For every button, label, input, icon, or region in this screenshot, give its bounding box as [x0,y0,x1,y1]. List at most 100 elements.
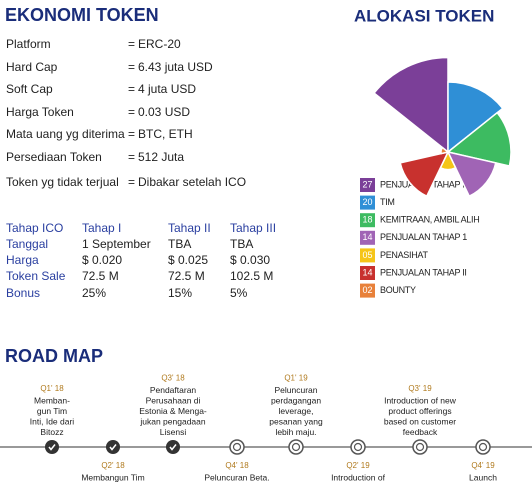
row-value: BTC, ETH [138,127,193,141]
milestone-text: perdagangan [271,395,321,405]
row-key: Soft Cap [6,82,53,96]
row-value: Dibakar setelah ICO [138,175,246,189]
milestone-inner [353,442,363,452]
rose-wedge [446,150,497,198]
milestone-text: Bitozz [40,427,63,437]
rose-wedge [446,111,512,167]
legend-value: 27 [362,179,372,189]
milestone-pending [412,439,428,455]
table-cell: $ 0.030 [230,253,270,267]
legend-value: 14 [362,267,372,277]
table-cell: 1 September [82,237,151,251]
milestone-date: Q4' 19 [471,461,495,470]
row-value: 512 Juta [138,150,184,164]
milestone-date: Q1' 18 [40,384,64,393]
milestone-text: product offerings [388,406,451,416]
check-icon [48,444,56,451]
milestone-inner [478,442,488,452]
row-separator: = [128,175,135,189]
milestone-date: Q3' 18 [161,374,185,383]
row-separator: = [128,105,135,119]
legend-label: PENASIHAT [380,250,428,260]
milestone-text: based on customer [384,416,456,426]
table-cell: 102.5 M [230,269,273,283]
row-separator: = [128,37,135,51]
milestone-done [45,440,59,454]
milestone-date: Q4' 18 [225,461,249,470]
milestone-text: gun Tim [37,406,67,416]
milestone-pending [229,439,245,455]
row-key: Persediaan Token [6,150,102,164]
economy-title: EKONOMI TOKEN [5,5,159,25]
table-cell: 15% [168,286,192,300]
row-separator: = [128,82,135,96]
rose-wedge [373,56,449,154]
table-cell: 72.5 M [168,269,205,283]
milestone-text: Estonia & Menga- [139,406,207,416]
row-key: Hard Cap [6,60,58,74]
milestone-text: Pendaftaran [150,385,197,395]
legend-value: 14 [362,232,372,242]
legend-label: KEMITRAAN, AMBIL ALIH [380,215,479,225]
row-separator: = [128,60,135,74]
milestone-text: Introduction of new [384,395,457,405]
roadmap-title: ROAD MAP [5,346,103,366]
milestone-pending [475,439,491,455]
milestone-date: Q1' 19 [284,374,308,383]
row-separator: = [128,150,135,164]
table-cell: TBA [168,237,191,251]
row-value: ERC-20 [138,37,181,51]
legend-swatch [360,283,375,298]
milestone-text: leverage, [279,406,314,416]
legend-value: 02 [362,285,372,295]
row-key: Platform [6,37,51,51]
rose-wedge [440,146,450,155]
table-cell: Harga [6,253,39,267]
allocation-title: ALOKASI TOKEN [354,6,494,25]
table-header: Tahap III [230,221,276,235]
table-cell: Bonus [6,286,40,300]
table-cell: Tanggal [6,237,48,251]
milestone-done [106,440,120,454]
table-cell: $ 0.025 [168,253,208,267]
rose-wedge [447,81,504,154]
row-value: 4 juta USD [138,82,196,96]
milestone-inner [415,442,425,452]
milestone-text: Peluncuran Beta. [204,472,269,482]
legend-label: BOUNTY [380,285,416,295]
milestone-inner [232,442,242,452]
legend-swatch [360,230,375,245]
check-icon [109,444,117,451]
milestone-text: Launch [469,472,497,482]
milestone-text: jukan pengadaan [139,416,206,426]
milestone-inner [291,442,301,452]
legend-label: PENJUALAN TAHAP II [380,267,467,277]
milestone-done [166,440,180,454]
legend-value: 05 [362,250,372,260]
milestone-text: Peluncuran [274,385,317,395]
table-cell: 25% [82,286,106,300]
milestone-text: Inti, Ide dari [30,416,75,426]
milestone-date: Q3' 19 [408,384,432,393]
milestone-text: pesanan yang [269,416,323,426]
table-cell: 72.5 M [82,269,119,283]
table-header: Tahap ICO [6,221,63,235]
legend-label: TIM [380,197,395,207]
milestone-date: Q2' 18 [101,461,125,470]
legend-value: 18 [362,215,372,225]
table-cell: TBA [230,237,253,251]
milestone-pending [288,439,304,455]
legend-swatch [360,195,375,210]
table-cell: $ 0.020 [82,253,122,267]
milestone-text: lebih maju. [275,427,316,437]
row-key: Harga Token [6,105,74,119]
milestone-pending [350,439,366,455]
legend-swatch [360,266,375,280]
rose-wedge [399,150,450,198]
row-key: Token yg tidak terjual [6,175,119,189]
table-cell: 5% [230,286,248,300]
milestone-text: Lisensi [160,427,187,437]
table-header: Tahap I [82,221,121,235]
milestone-text: Membangun Tim [81,472,144,482]
